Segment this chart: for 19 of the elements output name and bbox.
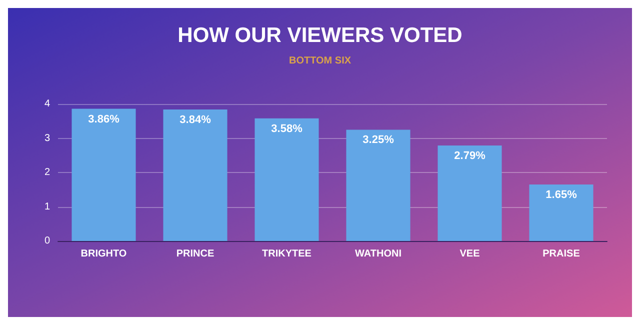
x-tick-label: PRINCE [176,248,214,260]
x-tick-label: PRAISE [542,248,580,260]
y-tick-label: 2 [44,167,50,178]
chart-title: HOW OUR VIEWERS VOTED [178,24,462,47]
y-tick-label: 0 [44,236,50,246]
x-tick-label: WATHONI [355,248,402,260]
chart-subtitle: BOTTOM SIX [288,56,352,66]
x-tick-label: BRIGHTO [80,248,127,260]
x-tick-label: VEE [460,248,480,260]
y-tick-label: 1 [44,201,50,212]
data-label: 3.58% [271,122,303,135]
data-label: 3.84% [180,114,212,126]
data-label: 1.65% [546,188,578,201]
y-tick-label: 3 [44,132,50,144]
data-label: 2.79% [454,150,486,162]
data-label: 3.25% [362,134,394,146]
data-label: 3.86% [88,113,120,126]
x-tick-label: TRIKYTEE [262,248,312,260]
y-tick-label: 4 [44,98,50,110]
